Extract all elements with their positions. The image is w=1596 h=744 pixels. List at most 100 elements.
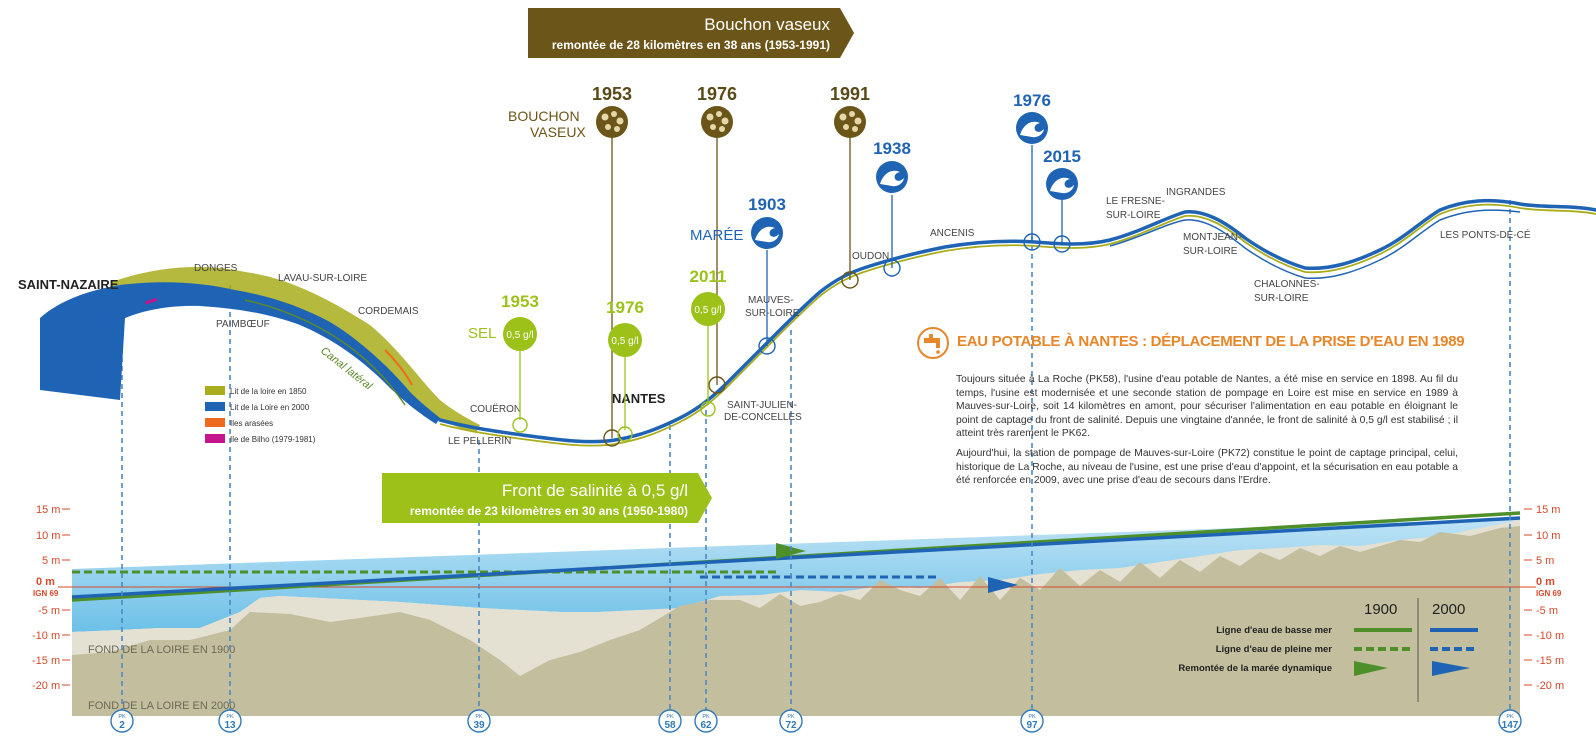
river-2000	[438, 198, 1596, 444]
place-chalonnes-2: SUR-LOIRE	[1254, 293, 1309, 304]
info-title: EAU POTABLE À NANTES : DÉPLACEMENT DE LA…	[957, 333, 1465, 350]
svg-text:PK: PK	[475, 714, 483, 720]
m1903-year: 1903	[748, 195, 786, 214]
front-banner-title: Front de salinité à 0,5 g/l	[502, 481, 688, 500]
svg-text:Lit de la Loire en 2000: Lit de la Loire en 2000	[230, 403, 310, 412]
fond-1900-label: FOND DE LA LOIRE EN 1900	[88, 644, 235, 656]
river-map	[40, 198, 1596, 447]
bouchon-banner-title: Bouchon vaseux	[704, 15, 830, 34]
b1953-year: 1953	[592, 84, 632, 104]
maree-markers: MARÉE 1903 1938 1976 2015	[690, 91, 1081, 355]
svg-text:PK: PK	[702, 714, 710, 720]
tide-arrow-2000	[988, 577, 1018, 593]
place-saint-nazaire: SAINT-NAZAIRE	[18, 277, 119, 292]
place-ancenis: ANCENIS	[930, 228, 975, 239]
svg-text:PK: PK	[118, 714, 126, 720]
place-chalonnes-1: CHALONNES-	[1254, 279, 1320, 290]
place-ingrandes: INGRANDES	[1166, 187, 1226, 198]
s1976-year: 1976	[606, 298, 644, 317]
wave-icon	[1016, 112, 1048, 144]
place-le-pellerin: LE PELLERIN	[448, 436, 511, 447]
fond-2000-label: FOND DE LA LOIRE EN 2000	[88, 700, 235, 712]
place-lavau: LAVAU-SUR-LOIRE	[278, 273, 367, 284]
svg-text:PK: PK	[1028, 714, 1036, 720]
tick-right-m5: -5 m	[1536, 605, 1558, 617]
tick-right-m10: -10 m	[1536, 630, 1564, 642]
m2015-year: 2015	[1043, 147, 1081, 166]
river-2000-arm	[1109, 209, 1521, 280]
tick-right-15: 15 m	[1536, 504, 1560, 516]
river-profile	[58, 511, 1536, 716]
pk-72: PK 72	[779, 709, 803, 733]
sel-value-1953: 0,5 g/l	[506, 330, 533, 341]
wave-icon	[751, 217, 783, 249]
svg-text:PK: PK	[666, 714, 674, 720]
svg-text:97: 97	[1026, 720, 1038, 731]
tick-left-15: 15 m	[36, 504, 60, 516]
bouchon-banner-sub: remontée de 28 kilomètres en 38 ans (195…	[552, 38, 830, 52]
info-paragraph-2: Aujourd'hui, la station de pompage de Ma…	[956, 447, 1458, 487]
place-st-julien-2: DE-CONCELLES	[724, 412, 802, 423]
info-text: Toujours située à La Roche (PK58), l'usi…	[956, 373, 1458, 494]
pk-39: PK 39	[467, 709, 491, 733]
svg-text:PK: PK	[787, 714, 795, 720]
mud-icon	[834, 106, 866, 138]
pk-13: PK 13	[218, 709, 242, 733]
pk-97: PK 97	[1020, 709, 1044, 733]
svg-text:13: 13	[224, 720, 236, 731]
s1953-year: 1953	[501, 292, 539, 311]
place-donges: DONGES	[194, 263, 238, 274]
bed-labels: FOND DE LA LOIRE EN 1900 FOND DE LA LOIR…	[88, 644, 235, 712]
bouchon-label-2: VASEUX	[530, 124, 586, 140]
m1938-year: 1938	[873, 139, 911, 158]
svg-text:2: 2	[119, 720, 125, 731]
pk-2: PK 2	[110, 709, 134, 733]
m1976-year: 1976	[1013, 91, 1051, 110]
low-water-2000	[71, 516, 1521, 599]
tick-left-5: 5 m	[42, 555, 60, 567]
wave-icon	[876, 161, 908, 193]
place-ponts-de-ce: LES PONTS-DE-CÉ	[1440, 228, 1531, 241]
place-fresne-1: LE FRESNE-	[1106, 196, 1165, 207]
tick-right-m15: -15 m	[1536, 655, 1564, 667]
bilho-island	[144, 297, 158, 305]
y-axis: 15 m 10 m 5 m 0 m IGN 69 -5 m -10 m -15 …	[32, 504, 1564, 692]
bouchon-markers: BOUCHON VASEUX 1953 1976 1991	[508, 84, 870, 447]
tick-left-m20: -20 m	[32, 680, 60, 692]
svg-text:62: 62	[700, 720, 712, 731]
place-nantes: NANTES	[612, 391, 666, 406]
tick-left-m10: -10 m	[32, 630, 60, 642]
maree-label: MARÉE	[690, 227, 743, 244]
b1976-year: 1976	[697, 84, 737, 104]
ign-right: IGN 69	[1536, 589, 1562, 598]
place-oudon: OUDON	[852, 251, 889, 262]
place-mauves-1: MAUVES-	[748, 295, 794, 306]
place-mauves-2: SUR-LOIRE	[745, 308, 800, 319]
svg-text:Lit de la loire en 1850: Lit de la loire en 1850	[230, 387, 307, 396]
canal-lateral	[244, 299, 406, 406]
legend-row-pleine: Ligne d'eau de pleine mer	[1216, 644, 1333, 655]
front-banner: Front de salinité à 0,5 g/l remontée de …	[382, 473, 712, 523]
river-1850	[439, 203, 1596, 447]
tick-left-m5: -5 m	[38, 605, 60, 617]
svg-text:Iles arasées: Iles arasées	[230, 419, 273, 428]
wave-icon	[1046, 168, 1078, 200]
svg-text:Ile de Bilho (1979-1981): Ile de Bilho (1979-1981)	[230, 435, 316, 444]
tick-right-m20: -20 m	[1536, 680, 1564, 692]
place-paimboeuf: PAIMBŒUF	[216, 319, 270, 330]
tap-icon	[917, 327, 949, 359]
sel-value-2011: 0,5 g/l	[694, 305, 721, 316]
map-legend: Lit de la loire en 1850 Lit de la Loire …	[205, 386, 316, 444]
bouchon-label-1: BOUCHON	[508, 108, 580, 124]
pk-147: PK 147	[1498, 709, 1522, 733]
place-cordemais: CORDEMAIS	[358, 306, 419, 317]
mud-icon	[596, 106, 628, 138]
place-st-julien-1: SAINT-JULIEN-	[727, 400, 797, 411]
place-montjean-1: MONTJEAN-	[1183, 232, 1241, 243]
place-coueron: COUËRON	[470, 403, 521, 415]
tick-right-0: 0 m	[1536, 576, 1555, 588]
svg-text:72: 72	[785, 720, 797, 731]
svg-text:58: 58	[664, 720, 676, 731]
svg-text:PK: PK	[1506, 714, 1514, 720]
